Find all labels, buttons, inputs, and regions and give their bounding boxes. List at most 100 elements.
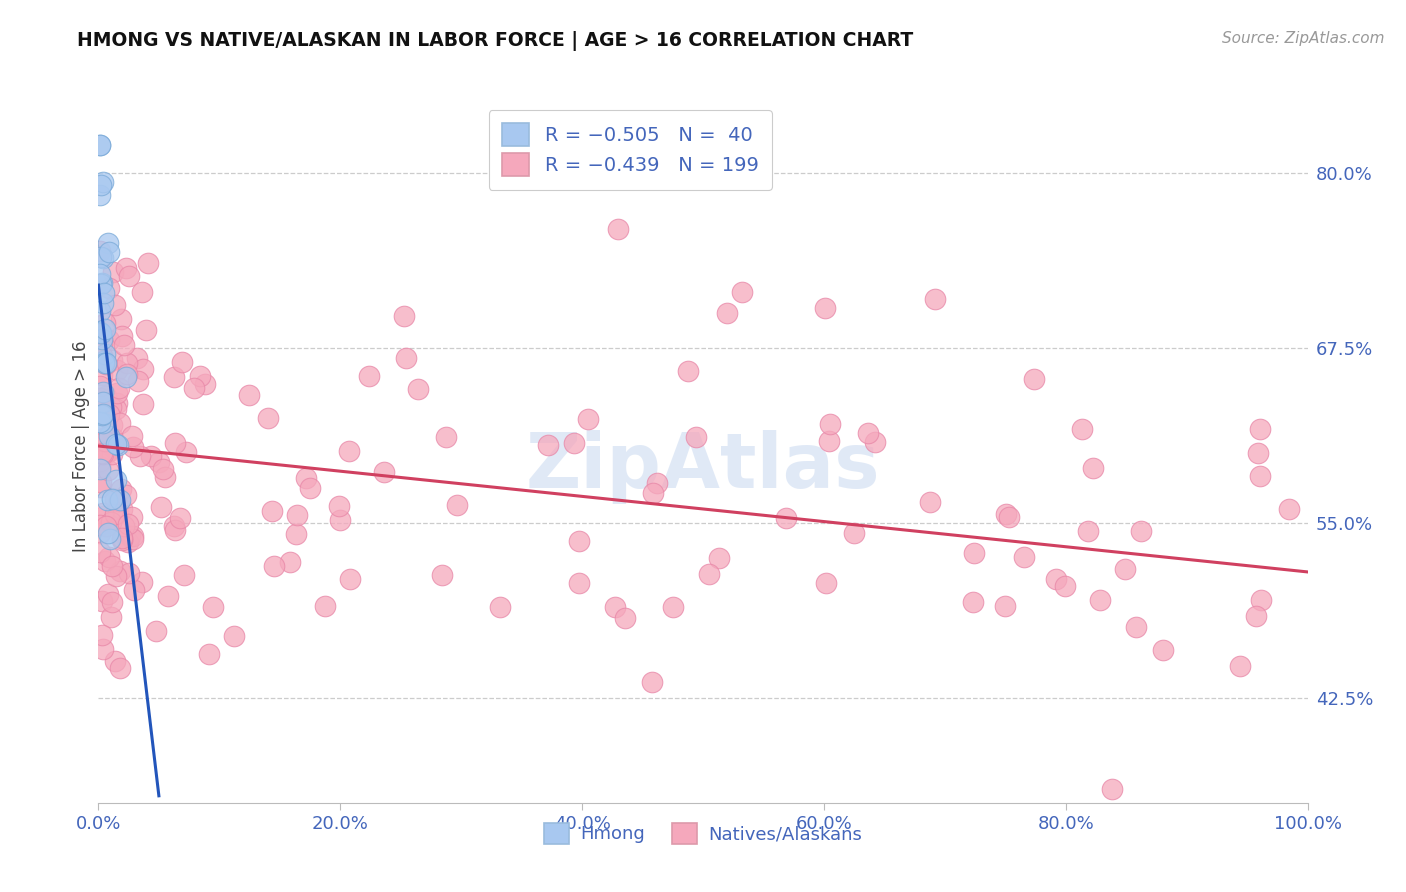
Point [148, 455, 170, 469]
Point [90, 332, 112, 346]
Point [994, 599, 1017, 614]
Point [91, 446, 114, 460]
Point [395, 351, 418, 366]
Point [1114, 562, 1136, 576]
Point [98, 244, 121, 259]
Point [93, 356, 115, 370]
Point [156, 589, 179, 603]
Point [328, 500, 350, 514]
Point [284, 527, 307, 541]
Point [128, 449, 150, 463]
Point [1081, 460, 1104, 475]
Point [820, 417, 842, 431]
Point [685, 430, 707, 444]
Point [90, 250, 112, 264]
Point [614, 610, 637, 624]
Point [115, 260, 138, 275]
Point [103, 436, 125, 450]
Point [91, 627, 114, 641]
Point [645, 476, 668, 491]
Point [118, 269, 141, 284]
Point [94, 389, 117, 403]
Point [91, 395, 114, 409]
Point [104, 508, 127, 522]
Point [678, 364, 700, 378]
Point [963, 545, 986, 559]
Point [98, 429, 121, 443]
Point [94, 554, 117, 568]
Point [132, 397, 155, 411]
Point [1229, 659, 1251, 673]
Point [105, 395, 128, 409]
Point [112, 338, 135, 352]
Point [238, 388, 260, 402]
Point [1012, 550, 1035, 565]
Point [117, 517, 139, 532]
Legend: Hmong, Natives/Alaskans: Hmong, Natives/Alaskans [537, 815, 869, 851]
Point [89, 303, 111, 318]
Point [104, 654, 127, 668]
Point [112, 519, 135, 533]
Point [537, 438, 560, 452]
Point [576, 412, 599, 426]
Point [111, 533, 134, 548]
Text: Source: ZipAtlas.com: Source: ZipAtlas.com [1222, 31, 1385, 46]
Point [1101, 781, 1123, 796]
Point [97, 236, 120, 251]
Point [1129, 524, 1152, 538]
Point [103, 431, 125, 445]
Point [1125, 620, 1147, 634]
Point [107, 506, 129, 520]
Point [173, 567, 195, 582]
Point [91, 506, 114, 520]
Point [814, 301, 837, 315]
Point [562, 435, 585, 450]
Point [337, 444, 360, 458]
Point [89, 268, 111, 282]
Point [115, 488, 138, 502]
Point [93, 384, 115, 399]
Point [101, 265, 124, 279]
Point [94, 447, 117, 461]
Point [89, 244, 111, 258]
Point [995, 507, 1018, 521]
Point [93, 408, 115, 422]
Point [131, 575, 153, 590]
Point [97, 463, 120, 477]
Point [121, 509, 143, 524]
Point [222, 629, 245, 643]
Point [163, 518, 186, 533]
Point [108, 492, 131, 507]
Point [357, 369, 380, 384]
Point [98, 443, 121, 458]
Point [94, 430, 117, 444]
Point [131, 285, 153, 299]
Point [89, 415, 111, 429]
Point [709, 551, 731, 566]
Point [1246, 445, 1268, 459]
Point [775, 511, 797, 525]
Point [110, 416, 132, 430]
Point [697, 566, 720, 581]
Point [1246, 608, 1268, 623]
Point [1045, 572, 1067, 586]
Point [118, 529, 141, 543]
Point [105, 569, 128, 583]
Point [194, 377, 217, 392]
Point [135, 323, 157, 337]
Point [96, 356, 118, 370]
Point [98, 333, 121, 347]
Point [91, 447, 114, 461]
Point [101, 352, 124, 367]
Point [89, 188, 111, 202]
Point [90, 276, 112, 290]
Point [139, 449, 162, 463]
Point [814, 576, 837, 591]
Point [430, 568, 453, 582]
Point [127, 374, 149, 388]
Point [110, 483, 132, 497]
Point [97, 444, 120, 458]
Point [198, 648, 221, 662]
Point [97, 525, 120, 540]
Point [818, 434, 841, 449]
